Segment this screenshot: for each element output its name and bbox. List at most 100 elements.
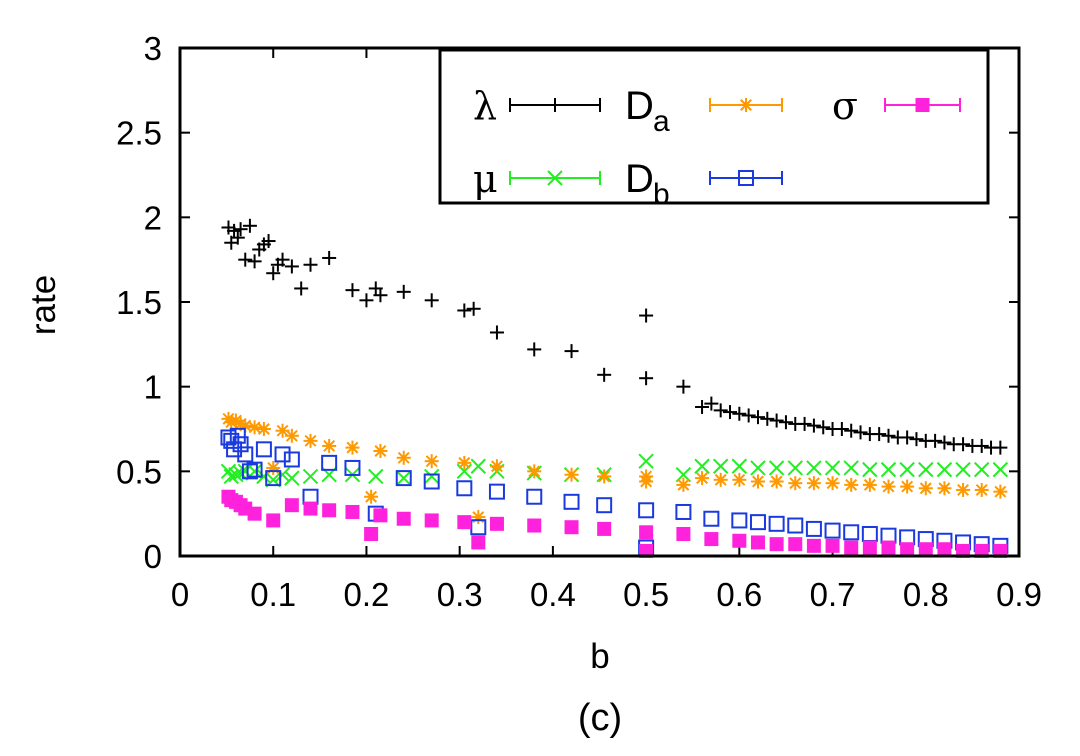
data-point	[732, 472, 747, 487]
data-point	[359, 293, 374, 308]
data-point	[704, 532, 719, 547]
data-point	[806, 476, 821, 491]
data-point	[918, 461, 934, 478]
data-point	[844, 477, 859, 492]
data-point	[364, 526, 379, 541]
data-point	[695, 471, 710, 486]
data-point	[228, 467, 244, 483]
data-point	[750, 460, 766, 476]
legend-label: D	[625, 84, 654, 128]
data-point	[457, 515, 472, 530]
data-point	[247, 254, 262, 269]
data-point	[396, 470, 412, 486]
data-point	[694, 458, 710, 474]
data-point	[816, 420, 831, 435]
data-point	[396, 511, 411, 526]
data-point	[824, 460, 841, 476]
data-point	[471, 510, 486, 525]
legend-entry: λ	[473, 84, 601, 128]
data-point	[825, 538, 840, 553]
x-tick-label: 0.2	[344, 576, 390, 613]
panel-caption: (c)	[578, 697, 622, 739]
data-point	[769, 474, 784, 489]
data-point	[321, 454, 338, 471]
plot-frame	[178, 46, 1021, 558]
data-point	[266, 460, 281, 475]
data-point	[303, 257, 318, 272]
data-point	[844, 540, 859, 555]
data-point	[247, 420, 262, 435]
data-point	[881, 428, 896, 443]
data-point	[676, 526, 691, 541]
data-point	[937, 542, 952, 557]
data-point	[322, 503, 337, 518]
data-point	[489, 325, 504, 340]
data-point	[274, 446, 291, 463]
legend-label: λ	[473, 84, 497, 128]
data-point	[862, 477, 877, 492]
data-point	[787, 517, 804, 534]
data-point	[749, 514, 766, 531]
data-point	[423, 468, 440, 485]
data-point	[527, 342, 542, 357]
data-point	[423, 473, 440, 490]
data-point	[373, 288, 388, 303]
data-point	[471, 535, 486, 550]
data-point	[597, 367, 612, 382]
data-point	[712, 458, 729, 474]
data-point	[900, 430, 915, 445]
data-point	[732, 533, 747, 548]
data-point	[769, 413, 784, 428]
data-point	[457, 455, 472, 470]
data-point	[284, 428, 299, 443]
data-point	[843, 524, 860, 541]
series-2	[221, 411, 1008, 525]
data-point	[993, 440, 1008, 455]
data-point	[322, 438, 337, 453]
data-point	[238, 252, 253, 267]
data-point	[639, 525, 654, 540]
data-point	[862, 540, 877, 555]
data-point	[741, 408, 756, 423]
data-point	[956, 437, 971, 452]
data-point	[564, 467, 579, 482]
data-point	[266, 513, 281, 528]
data-point	[768, 460, 785, 476]
x-axis-label: b	[590, 637, 609, 676]
data-point	[266, 266, 281, 281]
legend-marker	[738, 170, 754, 186]
data-point	[466, 301, 481, 316]
data-point	[861, 525, 878, 542]
data-point	[395, 470, 412, 487]
data-point	[806, 538, 821, 553]
data-point	[488, 483, 505, 500]
data-point	[704, 396, 719, 411]
data-point	[974, 438, 989, 453]
data-point	[825, 476, 840, 491]
legend-marker	[739, 98, 753, 112]
data-point	[862, 461, 878, 478]
series-3	[220, 427, 1009, 556]
legend-label: σ	[832, 84, 858, 128]
data-point	[768, 515, 785, 532]
data-point	[993, 484, 1008, 499]
data-point	[675, 503, 692, 520]
data-point	[233, 222, 248, 237]
data-point	[564, 520, 579, 535]
data-point	[787, 460, 803, 476]
data-point	[788, 476, 803, 491]
data-point	[713, 472, 728, 487]
data-point	[750, 410, 765, 425]
data-point	[364, 489, 379, 504]
data-point	[937, 481, 952, 496]
y-axis-label: rate	[24, 275, 63, 335]
data-point	[703, 510, 720, 527]
data-point	[470, 458, 487, 474]
data-point	[424, 293, 439, 308]
data-point	[769, 537, 784, 552]
legend-marker	[547, 170, 563, 186]
x-tick-label: 0.3	[437, 576, 483, 613]
data-point	[956, 543, 971, 558]
